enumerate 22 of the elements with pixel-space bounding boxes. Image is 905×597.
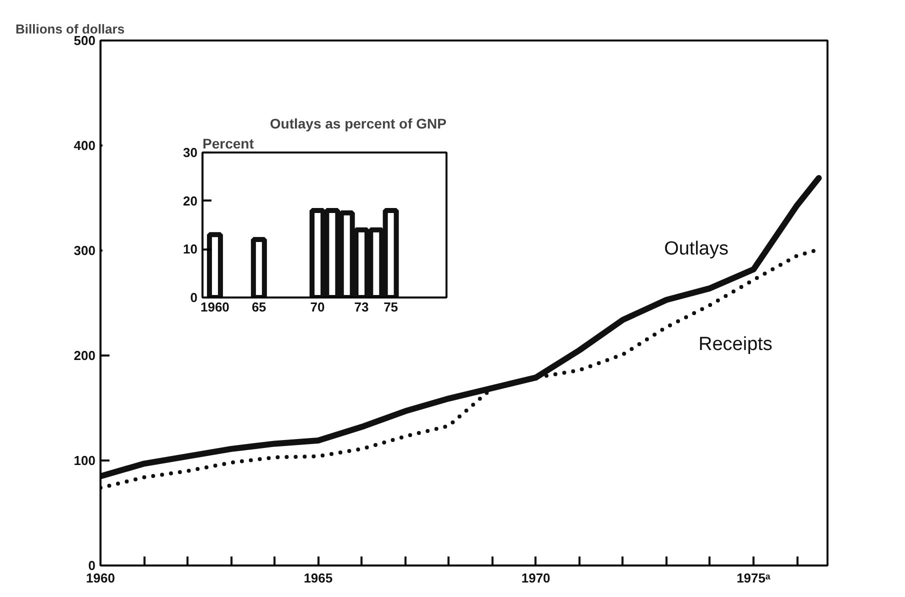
y-tick-label: 0: [88, 558, 96, 573]
x-tick-label: 1975ᵃ: [736, 570, 770, 586]
chart-title: Outlays as percent of GNP: [270, 116, 447, 132]
x-tick-label: 75: [384, 300, 398, 314]
y-axis-title: Percent: [202, 136, 254, 152]
series-label: Outlays: [664, 238, 729, 260]
x-tick-label: 1960: [200, 300, 230, 314]
y-tick-label: 300: [74, 243, 96, 258]
y-tick-label: 10: [183, 242, 198, 257]
y-tick-label: 0: [190, 290, 198, 305]
y-tick-label: 200: [74, 348, 96, 363]
x-tick-label: 65: [252, 300, 266, 314]
series-label: Receipts: [698, 334, 772, 355]
x-tick-label: 70: [310, 300, 325, 314]
x-tick-label: 73: [354, 300, 369, 314]
y-tick-label: 400: [74, 138, 96, 153]
x-tick-label: 1965: [304, 570, 333, 586]
y-tick-label: 20: [183, 193, 198, 208]
y-tick-label: 30: [183, 145, 198, 160]
x-tick-label: 1970: [521, 570, 550, 586]
y-tick-label: 100: [74, 453, 96, 468]
x-tick-label: 1960: [86, 570, 115, 586]
